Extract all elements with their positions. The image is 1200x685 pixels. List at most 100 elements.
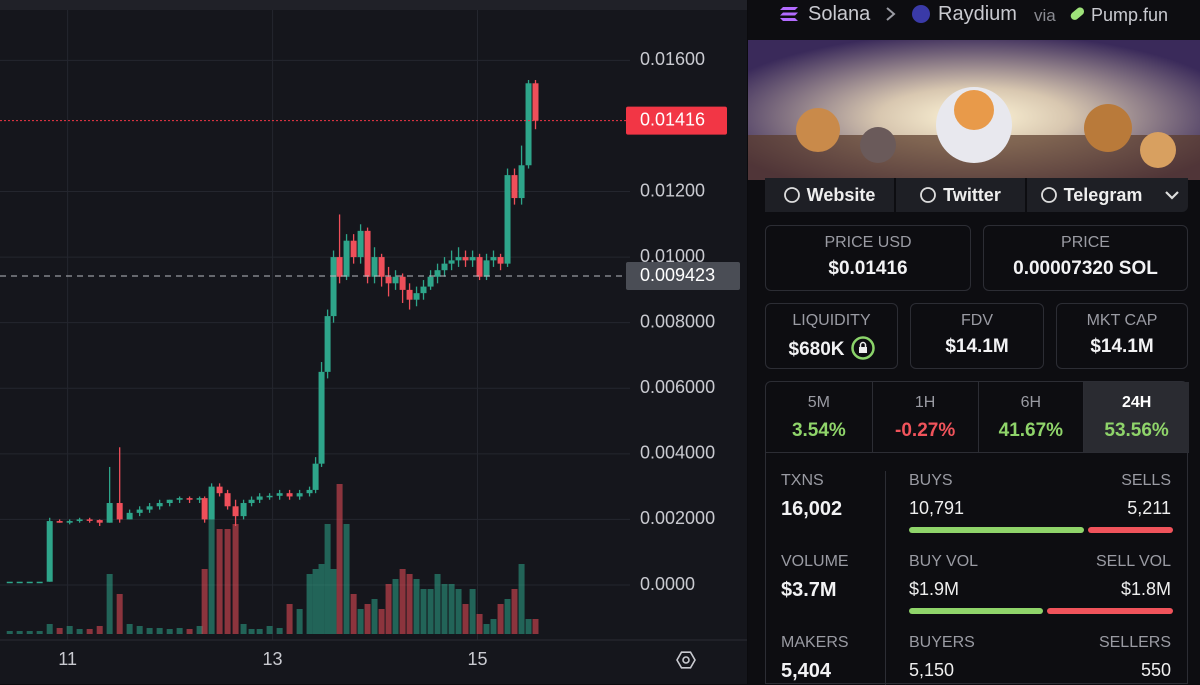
buy-ratio-bar — [909, 608, 1043, 614]
candle-body — [26, 581, 33, 584]
y-tick-label: 0.01200 — [640, 180, 705, 200]
candle-body — [518, 165, 525, 199]
volume-bar — [318, 564, 325, 634]
link-button[interactable]: Website — [765, 178, 893, 212]
volume-bar — [196, 626, 203, 634]
candle-body — [106, 503, 113, 523]
candle-body — [224, 493, 231, 507]
candle-body — [469, 257, 476, 261]
sell-label: SELL VOL — [1095, 553, 1171, 570]
dex: Raydium — [938, 3, 1017, 25]
price-box: PRICE USD $0.01416 — [765, 225, 971, 291]
raydium-logo — [912, 5, 930, 23]
candle-body — [276, 493, 283, 496]
volume-bar — [201, 569, 208, 634]
timeframe-box: 5M 3.54% 1H -0.27% 6H 41.67% 24H 53.56% TXNS 16,0… — [765, 381, 1189, 685]
lock-icon — [850, 336, 875, 360]
axes: 0.01600 0.01200 0.01000 0.008000 0.006000 0.0… — [0, 49, 740, 669]
candle-body — [336, 257, 343, 277]
candles — [6, 80, 539, 584]
volume-bar — [427, 589, 434, 634]
volume-bar — [483, 624, 490, 634]
volume-bar — [26, 631, 33, 634]
sell-value: $1.8M — [1120, 579, 1171, 599]
candle-body — [66, 521, 73, 523]
volume-bar — [469, 589, 476, 634]
volume-bar — [511, 589, 518, 634]
buy-ratio-bar — [909, 527, 1085, 533]
stat-box-label: FDV — [961, 312, 993, 329]
timeframe-tab[interactable]: 24H 53.56% — [1083, 382, 1189, 453]
x-tick-label: 11 — [58, 649, 77, 669]
metric-value: $3.7M — [781, 579, 837, 601]
links-dropdown[interactable] — [1156, 178, 1188, 212]
x-tick-label: 13 — [263, 649, 283, 669]
volume-bar — [166, 629, 173, 634]
candle-body — [476, 257, 483, 277]
candle-body — [406, 289, 413, 300]
stat-box-value: $680K — [789, 336, 875, 361]
solana-logo — [780, 7, 798, 21]
metric-value: 16,002 — [781, 498, 843, 520]
candle-body — [441, 263, 448, 271]
sell-value: 550 — [1140, 660, 1171, 680]
top-strip — [0, 0, 747, 10]
candle-body — [399, 276, 406, 290]
timeframe-tab[interactable]: 1H -0.27% — [871, 382, 978, 453]
candle-body — [96, 520, 103, 523]
volume-bar — [296, 609, 303, 634]
y-tick-label: 0.004000 — [640, 443, 715, 463]
timeframe-label: 6H — [1020, 394, 1042, 411]
stat-box: FDV $14.1M — [910, 303, 1044, 369]
y-tick-label: 0.01600 — [640, 49, 705, 69]
volume-bar — [385, 584, 392, 634]
price-box-value: $0.01416 — [828, 258, 908, 279]
volume-bar — [490, 619, 497, 634]
timeframe-label: 24H — [1121, 394, 1152, 411]
stat-box-label: MKT CAP — [1086, 312, 1158, 329]
price-box-value: 0.00007320 SOL — [1013, 258, 1158, 279]
volume-bar — [357, 609, 364, 634]
volume-bar — [448, 584, 455, 634]
metric-label: MAKERS — [781, 634, 849, 651]
settings-dot — [682, 656, 690, 664]
candle-body — [420, 286, 427, 294]
settings-hex — [676, 651, 696, 669]
volume-bar — [455, 589, 462, 634]
candle-body — [427, 276, 434, 287]
volume-bar — [306, 574, 313, 634]
volume-bar — [266, 626, 273, 634]
sell-ratio-bar — [1088, 527, 1173, 533]
banner-dog — [1084, 104, 1132, 152]
price-marker-label: 0.01416 — [640, 109, 705, 129]
volume-bar — [248, 629, 255, 634]
volume-bar — [504, 599, 511, 634]
volume-bar — [6, 631, 13, 634]
volume-bar — [378, 609, 385, 634]
candle-body — [166, 499, 173, 504]
grid — [0, 10, 747, 641]
dropdown-chevron — [1165, 191, 1179, 200]
candle-body — [318, 371, 325, 464]
candle-body — [116, 503, 123, 520]
volume-bar — [406, 574, 413, 634]
volume-bar — [532, 619, 539, 634]
candle-body — [6, 581, 13, 584]
pump-icon — [1070, 7, 1085, 20]
timeframe-change: -0.27% — [895, 420, 956, 441]
price-box-label: PRICE — [1061, 234, 1110, 251]
stat-box: LIQUIDITY $680K — [765, 303, 898, 369]
candle-body — [126, 512, 133, 520]
link-button[interactable]: Twitter — [894, 178, 1024, 212]
lock-shackle — [859, 341, 866, 347]
candle-body — [324, 316, 331, 372]
link-label: Twitter — [943, 184, 1001, 205]
volume-bar — [525, 619, 532, 634]
settings-icon[interactable] — [676, 651, 696, 669]
link-button[interactable]: Telegram — [1025, 178, 1155, 212]
timeframe-tab[interactable]: 6H 41.67% — [977, 382, 1084, 453]
volume-bar — [497, 604, 504, 634]
candle-body — [497, 257, 504, 264]
timeframe-tab[interactable]: 5M 3.54% — [766, 382, 872, 453]
volume-bar — [126, 624, 133, 634]
